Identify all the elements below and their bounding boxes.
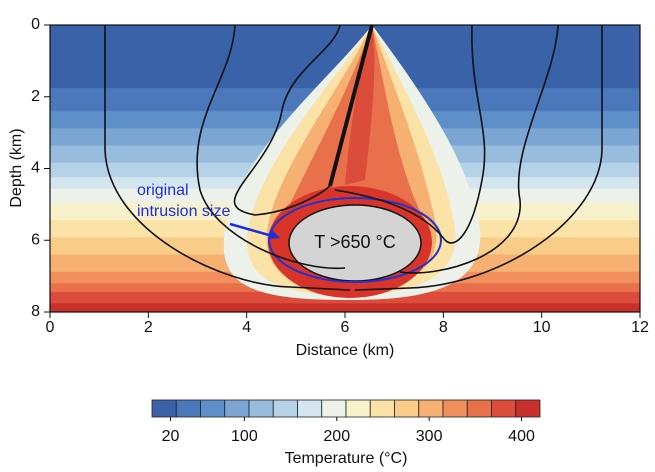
colorbar-segment: [442, 399, 468, 418]
y-tick-label: 4: [31, 160, 40, 177]
original-intrusion-outline: [268, 197, 442, 283]
y-tick-label: 0: [31, 16, 40, 33]
streamline: [196, 24, 346, 270]
y-axis-label: Depth (km): [8, 128, 25, 207]
colorbar-segment: [466, 399, 492, 418]
y-tick-label: 2: [31, 88, 40, 105]
y-tick-label: 8: [31, 303, 40, 320]
contour-band: [50, 303, 640, 313]
overlay: T >650 °C original intrusion size: [104, 24, 603, 298]
x-tick-label: 12: [631, 319, 649, 336]
contour-region: [345, 25, 375, 185]
x-tick-label: 8: [439, 319, 448, 336]
colorbar-segment: [394, 399, 420, 418]
colorbar: 20 100 200 300 400: [151, 399, 541, 445]
arrow-head: [268, 230, 280, 239]
colorbar-segment: [151, 399, 177, 418]
colorbar-tick-label: 20: [162, 428, 180, 445]
x-axis-label: Distance (km): [296, 342, 395, 359]
annotation: original: [137, 182, 189, 199]
colorbar-segment: [491, 399, 517, 418]
colorbar-segment: [418, 399, 444, 418]
colorbar-segment: [345, 399, 371, 418]
colorbar-segment: [515, 399, 541, 418]
colorbar-segment: [248, 399, 274, 418]
y-tick-label: 6: [31, 231, 40, 248]
intrusion-label: T >650 °C: [314, 232, 395, 252]
streamlines: [104, 24, 603, 291]
x-tick-label: 4: [242, 319, 251, 336]
streamline: [354, 25, 603, 291]
colorbar-label: Temperature (°C): [285, 450, 408, 467]
annotation: intrusion size: [137, 203, 230, 220]
x-tick-label: 0: [46, 319, 55, 336]
annotation-arrow: [229, 222, 277, 239]
streamline-main: [328, 24, 374, 187]
colorbar-segment: [321, 399, 347, 418]
colorbar-segment: [369, 399, 395, 418]
streamline: [233, 24, 341, 216]
colorbar-segment: [224, 399, 250, 418]
streamline: [334, 24, 486, 244]
colorbar-segment: [175, 399, 201, 418]
colorbar-tick-label: 300: [416, 428, 443, 445]
colorbar-segment: [272, 399, 298, 418]
x-tick-label: 6: [341, 319, 350, 336]
colorbar-tick-label: 100: [231, 428, 258, 445]
streamline: [399, 24, 559, 274]
streamline: [104, 25, 351, 291]
x-tick-label: 2: [144, 319, 153, 336]
colorbar-segment: [297, 399, 323, 418]
colorbar-tick-label: 200: [323, 428, 350, 445]
x-tick-label: 10: [533, 319, 551, 336]
colorbar-segment: [200, 399, 226, 418]
colorbar-tick-label: 400: [508, 428, 535, 445]
